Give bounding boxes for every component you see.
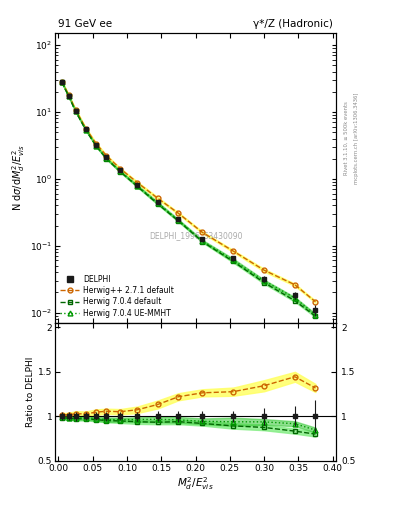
Y-axis label: N d$\sigma$/d$M^2_d$/$E^2_{vis}$: N d$\sigma$/d$M^2_d$/$E^2_{vis}$ bbox=[10, 145, 27, 211]
Text: γ*/Z (Hadronic): γ*/Z (Hadronic) bbox=[253, 19, 333, 29]
X-axis label: $M^2_d/E^2_{vis}$: $M^2_d/E^2_{vis}$ bbox=[177, 475, 214, 492]
Text: DELPHI_1996_S3430090: DELPHI_1996_S3430090 bbox=[149, 231, 242, 241]
Y-axis label: Ratio to DELPHI: Ratio to DELPHI bbox=[26, 357, 35, 427]
Text: 91 GeV ee: 91 GeV ee bbox=[58, 19, 112, 29]
Legend: DELPHI, Herwig++ 2.7.1 default, Herwig 7.0.4 default, Herwig 7.0.4 UE-MMHT: DELPHI, Herwig++ 2.7.1 default, Herwig 7… bbox=[59, 273, 176, 319]
Text: mcplots.cern.ch [arXiv:1306.3436]: mcplots.cern.ch [arXiv:1306.3436] bbox=[354, 93, 359, 184]
Text: Rivet 3.1.10, ≥ 500k events: Rivet 3.1.10, ≥ 500k events bbox=[344, 101, 349, 175]
